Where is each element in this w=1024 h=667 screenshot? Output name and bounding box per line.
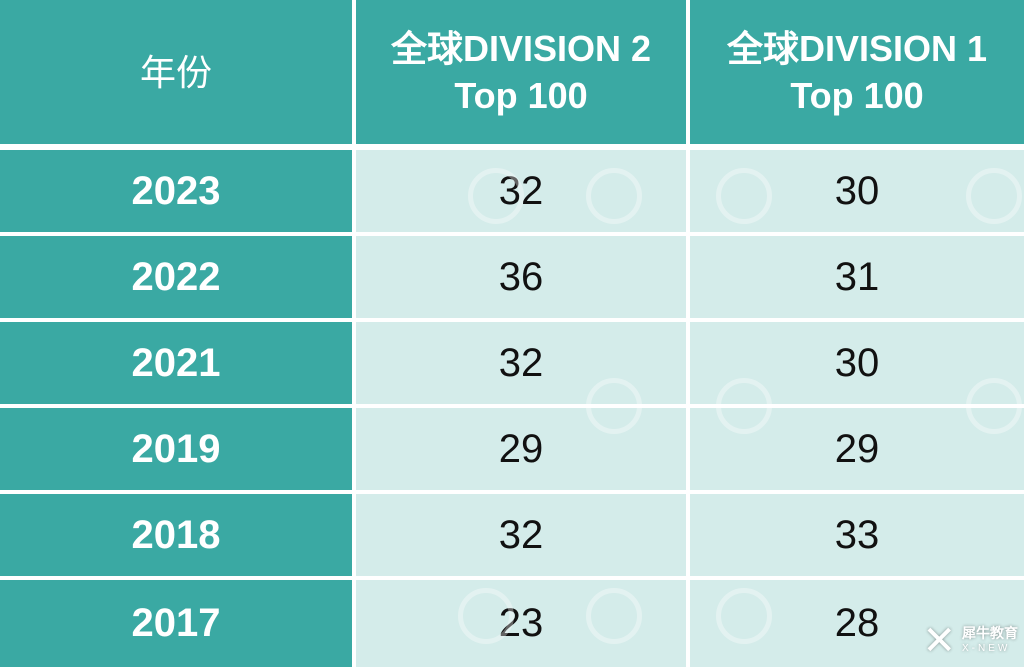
table-row: 2019 29 29 <box>0 408 1024 490</box>
brand-text: 犀牛教育 X-NEW <box>962 625 1018 657</box>
division-1-cell: 31 <box>690 236 1024 318</box>
table-header-row: 年份 全球DIVISION 2 Top 100 全球DIVISION 1 Top… <box>0 0 1024 144</box>
brand-x-icon: ✕ <box>922 619 956 663</box>
year-cell: 2021 <box>0 322 352 404</box>
header-year-label: 年份 <box>139 51 212 93</box>
header-division-1: 全球DIVISION 1 Top 100 <box>690 0 1024 144</box>
division-2-cell: 23 <box>356 580 686 667</box>
header-division-2: 全球DIVISION 2 Top 100 <box>356 0 686 144</box>
table-row: 2022 36 31 <box>0 236 1024 318</box>
division-2-cell: 32 <box>356 322 686 404</box>
brand-logo: ✕ 犀牛教育 X-NEW <box>922 621 1018 661</box>
header-division-1-line2: Top 100 <box>790 75 924 116</box>
year-cell: 2017 <box>0 580 352 667</box>
year-cell: 2019 <box>0 408 352 490</box>
division-2-cell: 29 <box>356 408 686 490</box>
table-row: 2017 23 28 <box>0 580 1024 667</box>
division-2-cell: 32 <box>356 494 686 576</box>
table-row: 2021 32 30 <box>0 322 1024 404</box>
division-1-cell: 30 <box>690 150 1024 232</box>
division-1-cell: 33 <box>690 494 1024 576</box>
table-row: 2018 32 33 <box>0 494 1024 576</box>
header-division-1-line1: 全球DIVISION 1 <box>726 28 988 69</box>
year-cell: 2022 <box>0 236 352 318</box>
header-division-2-line1: 全球DIVISION 2 <box>390 28 652 69</box>
header-year: 年份 <box>0 0 352 144</box>
table-row: 2023 32 30 <box>0 150 1024 232</box>
brand-sub: X-NEW <box>962 643 1011 654</box>
year-cell: 2023 <box>0 150 352 232</box>
division-1-cell: 28 <box>690 580 1024 667</box>
division-1-cell: 30 <box>690 322 1024 404</box>
division-2-cell: 32 <box>356 150 686 232</box>
header-division-2-line2: Top 100 <box>454 75 588 116</box>
brand-name: 犀牛教育 <box>962 625 1018 641</box>
year-cell: 2018 <box>0 494 352 576</box>
division-1-cell: 29 <box>690 408 1024 490</box>
division-2-cell: 36 <box>356 236 686 318</box>
